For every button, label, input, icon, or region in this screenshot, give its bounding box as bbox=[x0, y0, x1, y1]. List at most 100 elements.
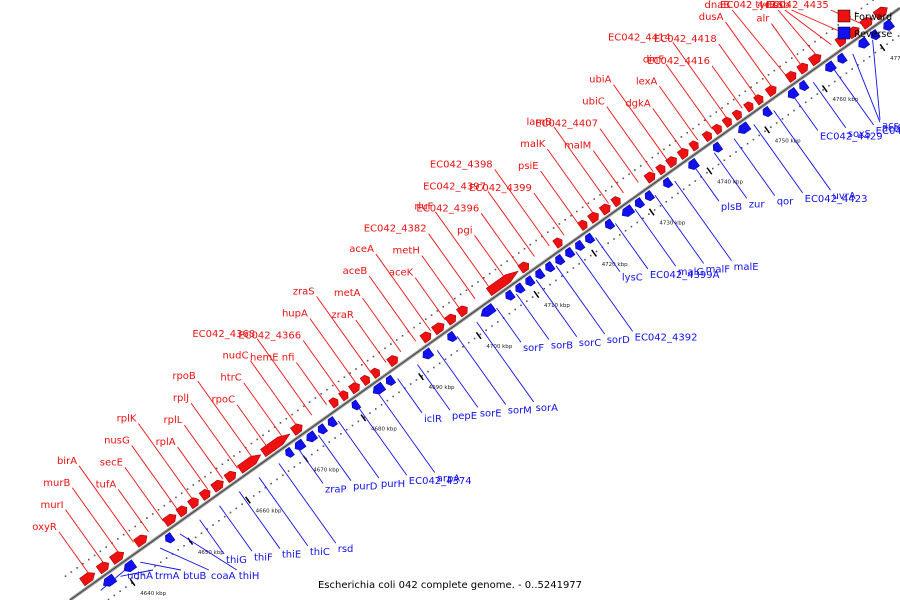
tick-dot bbox=[299, 462, 302, 464]
leader-sore bbox=[436, 350, 479, 408]
gene-label-nusg: nusG bbox=[104, 435, 130, 446]
gene-features bbox=[79, 6, 895, 587]
gene-label-ec042-4407: EC042_4407 bbox=[535, 119, 598, 130]
tick-dot bbox=[570, 214, 572, 217]
tick-mark bbox=[821, 84, 828, 93]
tick-dot bbox=[117, 538, 119, 540]
tick-dot bbox=[119, 590, 121, 593]
tick-dot bbox=[122, 533, 125, 536]
tick-dot bbox=[833, 80, 836, 83]
tick-mark bbox=[245, 496, 251, 504]
tick-dot bbox=[125, 586, 127, 588]
leader-purh bbox=[337, 420, 380, 479]
gene-label-qor: qor bbox=[777, 197, 794, 208]
tick-dot bbox=[668, 144, 671, 146]
tick-dot bbox=[273, 426, 276, 428]
tick-dot bbox=[721, 107, 723, 109]
reverse-gene bbox=[738, 121, 752, 135]
tick-dot bbox=[345, 428, 348, 431]
forward-gene bbox=[721, 116, 732, 128]
gene-label-zur: zur bbox=[749, 199, 766, 210]
tick-dot bbox=[607, 242, 609, 244]
tick-dot bbox=[448, 301, 450, 304]
tick-dot bbox=[218, 520, 220, 522]
tick-dot bbox=[363, 416, 365, 419]
forward-gene bbox=[784, 71, 797, 83]
reverse-gene bbox=[327, 416, 339, 428]
leader-ec042-4398 bbox=[494, 169, 550, 247]
forward-gene bbox=[701, 130, 712, 143]
tick-dot bbox=[523, 247, 526, 250]
tick-dot bbox=[740, 147, 743, 149]
tick-dot bbox=[560, 275, 563, 278]
gene-label-ec042-4414: EC042_4414 bbox=[608, 32, 671, 43]
tick-dot bbox=[688, 184, 691, 186]
tick-dot bbox=[169, 500, 171, 503]
tick-dot bbox=[863, 60, 865, 62]
tick-dot bbox=[837, 24, 840, 26]
leader-zur bbox=[713, 152, 748, 199]
tick-dot bbox=[723, 159, 726, 162]
leader-ec042-4423 bbox=[753, 124, 803, 194]
tick-dot bbox=[663, 148, 665, 151]
tick-dot bbox=[229, 511, 232, 514]
tick-dot bbox=[820, 36, 822, 39]
leader-acek bbox=[414, 277, 446, 321]
tick-dot bbox=[750, 86, 752, 88]
tick-dot bbox=[444, 358, 447, 361]
tick-dot bbox=[107, 598, 110, 600]
tick-dot bbox=[320, 393, 322, 395]
tick-dot bbox=[221, 463, 224, 466]
forward-gene bbox=[348, 382, 360, 395]
leader-ec042-4392 bbox=[575, 251, 633, 332]
gene-label-ec042-4396: EC042_4396 bbox=[416, 203, 479, 214]
tick-dot bbox=[854, 11, 857, 14]
tick-dot bbox=[302, 405, 305, 408]
forward-gene bbox=[731, 109, 742, 121]
reverse-gene bbox=[644, 189, 656, 202]
tick-dot bbox=[113, 594, 116, 597]
tick-label: 4660 kbp bbox=[256, 509, 282, 515]
tick-mark bbox=[533, 290, 540, 299]
tick-dot bbox=[372, 355, 375, 358]
tick-dot bbox=[496, 321, 499, 323]
gene-label-ec042-4426: EC042_4426 bbox=[720, 0, 783, 11]
tick-dot bbox=[500, 264, 503, 267]
gene-label-meth: metH bbox=[393, 246, 420, 257]
tick-dot bbox=[880, 47, 883, 50]
gene-label-tyrb: tyrB bbox=[755, 0, 776, 11]
tick-dot bbox=[450, 354, 453, 356]
tick-dot bbox=[671, 196, 673, 199]
tick-dot bbox=[494, 268, 497, 271]
tick-dot bbox=[520, 304, 522, 307]
gene-label-btub: btuB bbox=[183, 571, 207, 582]
leader-zrar bbox=[355, 319, 387, 363]
leader-arpa bbox=[377, 392, 436, 473]
tick-dot bbox=[465, 289, 468, 292]
reverse-gene bbox=[712, 141, 724, 153]
tick-dot bbox=[857, 64, 859, 66]
tick-dot bbox=[775, 122, 778, 124]
tick-dot bbox=[709, 115, 712, 117]
leader-acs bbox=[872, 39, 881, 120]
gene-label-ec042-4429: EC042_4429 bbox=[820, 131, 883, 142]
leader-lexa bbox=[659, 86, 699, 141]
reverse-gene bbox=[585, 232, 596, 244]
leader-rplk bbox=[138, 423, 194, 501]
tick-dot bbox=[692, 127, 694, 130]
tick-dot bbox=[790, 57, 793, 59]
gene-label-ec042-4435: EC042_4435 bbox=[766, 0, 829, 11]
tick-dot bbox=[537, 292, 540, 294]
gene-label-dusa: dusA bbox=[699, 12, 724, 23]
forward-gene bbox=[431, 322, 445, 336]
tick-dot bbox=[462, 345, 464, 348]
gene-label-sore: sorE bbox=[480, 408, 502, 419]
gene-label-meta: metA bbox=[334, 288, 361, 299]
forward-gene bbox=[359, 374, 371, 387]
reverse-gene bbox=[535, 268, 546, 280]
forward-gene bbox=[655, 164, 666, 176]
tick-dot bbox=[239, 451, 241, 453]
reverse-gene bbox=[762, 105, 773, 118]
forward-gene bbox=[369, 367, 380, 379]
tick-dot bbox=[781, 118, 784, 120]
